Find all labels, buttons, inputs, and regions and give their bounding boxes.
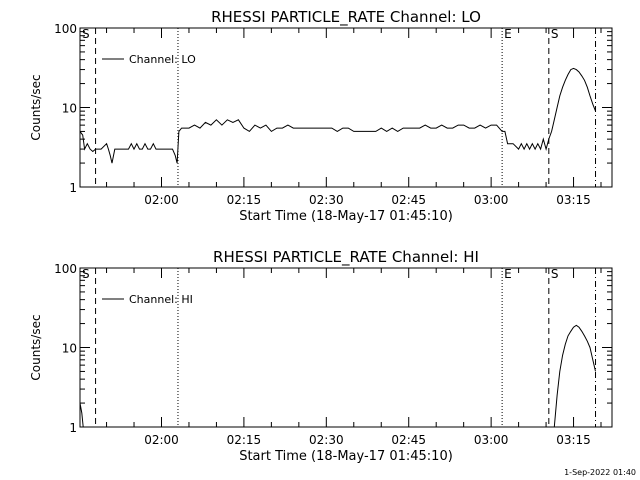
panel2-y-axis-label: Counts/sec (29, 314, 43, 380)
panel1-y-tick-label: 100 (54, 22, 77, 36)
panel2-x-tick-label: 02:15 (227, 433, 262, 447)
panel1-series-line (79, 67, 596, 164)
panel2-x-axis-label: Start Time (18-May-17 01:45:10) (239, 449, 453, 464)
panel2-legend-label: Channel: HI (129, 293, 193, 306)
panel1-y-tick-label: 10 (62, 102, 77, 116)
panel2-marker-label: S (551, 267, 559, 281)
panel1-y-axis-label: Counts/sec (29, 74, 43, 140)
panel2-marker-label: S (82, 267, 90, 281)
panel1-plot-frame (79, 27, 613, 188)
panel1-marker-label: S (82, 27, 90, 41)
panel2-series-line (553, 324, 596, 428)
panel2-series-line (79, 403, 84, 428)
panel2-x-tick-label: 03:15 (556, 433, 591, 447)
panel2-chart-title: RHESSI PARTICLE_RATE Channel: HI (213, 248, 479, 267)
panel2-x-tick-label: 02:00 (144, 433, 179, 447)
panel2-x-tick-label: 02:45 (391, 433, 426, 447)
panel2-y-tick-label: 10 (62, 342, 77, 356)
panel1-x-tick-label: 03:15 (556, 193, 591, 207)
panel2-x-tick-label: 03:00 (474, 433, 509, 447)
panel2-plot-frame (79, 267, 613, 428)
panel1-legend-label: Channel: LO (129, 53, 196, 66)
panel1-chart-title: RHESSI PARTICLE_RATE Channel: LO (211, 8, 481, 27)
panel1-x-tick-label: 02:45 (391, 193, 426, 207)
panel1-x-axis-label: Start Time (18-May-17 01:45:10) (239, 209, 453, 224)
panel1-marker-label: E (504, 27, 512, 41)
panel1-x-tick-label: 02:15 (227, 193, 262, 207)
panel2-y-tick-label: 1 (69, 421, 77, 435)
panel1-y-tick-label: 1 (69, 181, 77, 195)
panel1-x-tick-label: 03:00 (474, 193, 509, 207)
panel1-x-tick-label: 02:00 (144, 193, 179, 207)
panel1-marker-label: S (551, 27, 559, 41)
panel2-marker-label: E (504, 267, 512, 281)
panel2-x-tick-label: 02:30 (309, 433, 344, 447)
footer-date: 1-Sep-2022 01:40 (564, 468, 636, 477)
panel2-y-tick-label: 100 (54, 262, 77, 276)
panel1-x-tick-label: 02:30 (309, 193, 344, 207)
